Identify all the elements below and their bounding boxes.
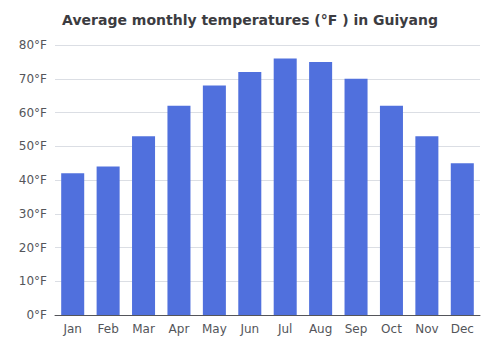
svg-text:30°F: 30°F (19, 207, 47, 221)
svg-text:Oct: Oct (381, 322, 402, 336)
svg-text:Apr: Apr (169, 322, 190, 336)
svg-text:Mar: Mar (132, 322, 155, 336)
svg-text:Jun: Jun (239, 322, 259, 336)
svg-text:50°F: 50°F (19, 139, 47, 153)
svg-text:0°F: 0°F (26, 308, 47, 322)
svg-text:Dec: Dec (451, 322, 474, 336)
svg-text:80°F: 80°F (19, 38, 47, 52)
svg-text:Jan: Jan (62, 322, 82, 336)
svg-text:10°F: 10°F (19, 274, 47, 288)
svg-text:Nov: Nov (415, 322, 438, 336)
svg-text:Sep: Sep (345, 322, 368, 336)
svg-text:60°F: 60°F (19, 106, 47, 120)
svg-text:20°F: 20°F (19, 241, 47, 255)
svg-text:Feb: Feb (98, 322, 119, 336)
svg-text:Jul: Jul (277, 322, 292, 336)
svg-text:May: May (202, 322, 227, 336)
svg-text:Aug: Aug (309, 322, 332, 336)
svg-text:70°F: 70°F (19, 72, 47, 86)
svg-text:40°F: 40°F (19, 173, 47, 187)
svg-text:Average monthly temperatures (: Average monthly temperatures (°F ) in Gu… (62, 12, 438, 28)
